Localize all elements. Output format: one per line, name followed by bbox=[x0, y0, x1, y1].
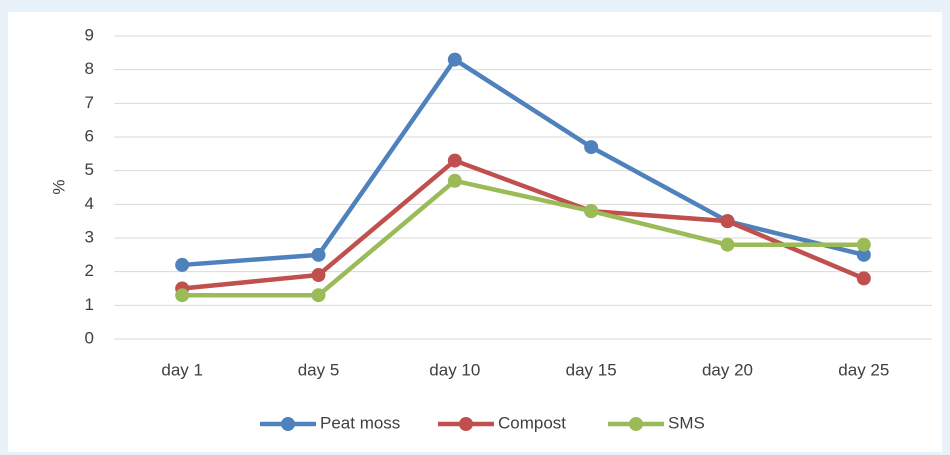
y-tick-label: 9 bbox=[85, 25, 94, 44]
legend-marker bbox=[629, 417, 643, 431]
data-point bbox=[447, 173, 462, 188]
data-point bbox=[311, 247, 326, 262]
series-line bbox=[181, 158, 865, 291]
y-tick-label: 6 bbox=[85, 126, 94, 145]
data-point bbox=[311, 288, 326, 303]
data-point bbox=[311, 268, 326, 283]
data-point bbox=[856, 271, 871, 286]
legend-label: SMS bbox=[668, 413, 705, 432]
data-point bbox=[720, 237, 735, 252]
x-tick-label: day 1 bbox=[161, 360, 203, 379]
y-tick-label: 4 bbox=[85, 194, 94, 213]
data-point bbox=[584, 140, 599, 155]
series-line bbox=[182, 178, 864, 298]
legend-marker bbox=[281, 417, 295, 431]
y-tick-label: 0 bbox=[85, 328, 94, 347]
data-point bbox=[447, 153, 462, 168]
x-tick-label: day 25 bbox=[838, 360, 889, 379]
x-tick-label: day 5 bbox=[298, 360, 340, 379]
data-point bbox=[856, 247, 871, 262]
legend-label: Compost bbox=[498, 413, 566, 432]
y-axis-label: % bbox=[49, 179, 68, 194]
x-tick-label: day 15 bbox=[566, 360, 617, 379]
data-point bbox=[447, 52, 462, 67]
y-tick-label: 5 bbox=[85, 160, 94, 179]
data-point bbox=[856, 237, 871, 252]
data-point bbox=[175, 288, 190, 303]
y-tick-label: 2 bbox=[85, 261, 94, 280]
y-tick-label: 3 bbox=[85, 227, 94, 246]
legend-label: Peat moss bbox=[320, 413, 400, 432]
data-point bbox=[175, 257, 190, 272]
legend-marker bbox=[459, 417, 473, 431]
y-tick-label: 8 bbox=[85, 59, 94, 78]
y-tick-label: 1 bbox=[85, 295, 94, 314]
x-tick-label: day 10 bbox=[429, 360, 480, 379]
chart-panel bbox=[8, 12, 942, 452]
series-line bbox=[182, 57, 865, 268]
y-tick-label: 7 bbox=[85, 93, 94, 112]
data-point bbox=[720, 214, 735, 229]
x-tick-label: day 20 bbox=[702, 360, 753, 379]
data-point bbox=[584, 204, 599, 219]
